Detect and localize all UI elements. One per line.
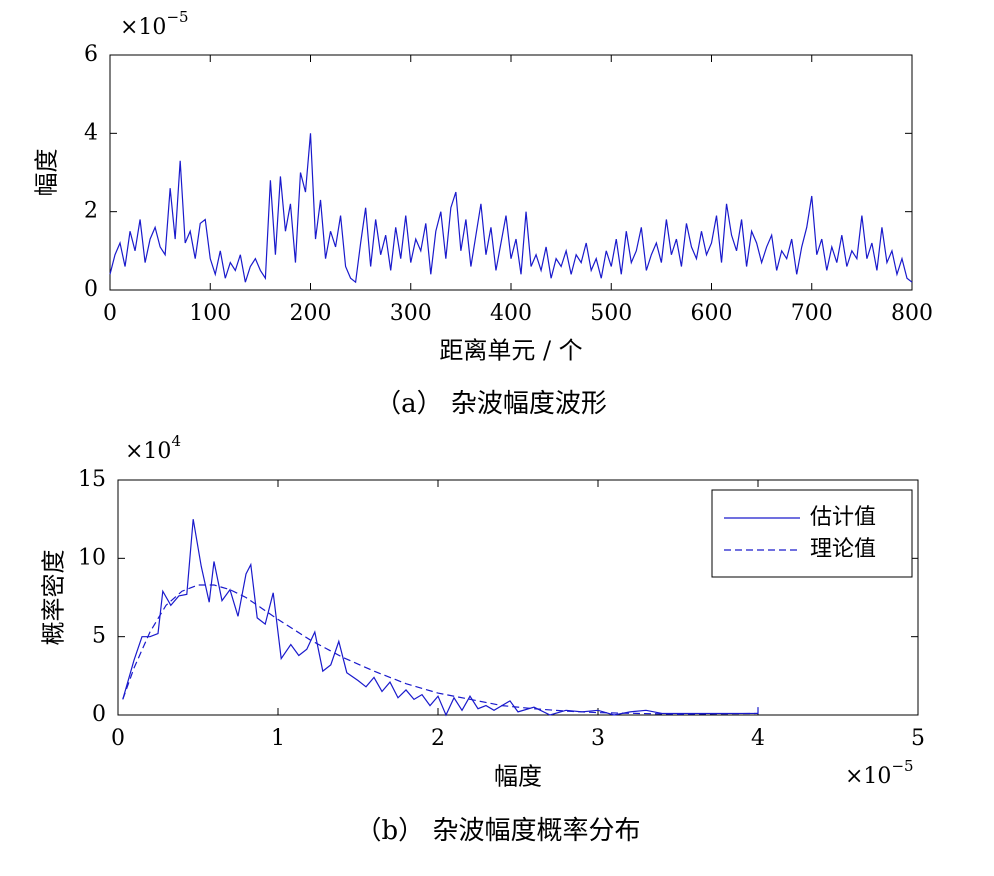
y-axis-label: 概率密度 — [40, 550, 68, 646]
axis-multiplier: ×10−5 — [120, 8, 189, 40]
caption: （b） 杂波幅度概率分布 — [356, 816, 641, 846]
x-tick-label: 500 — [590, 301, 632, 326]
x-axis-label: 距离单元 / 个 — [439, 337, 582, 365]
y-tick-label: 0 — [84, 277, 98, 302]
multiplier-exponent: −5 — [891, 757, 913, 775]
multiplier-base: ×10 — [125, 439, 171, 464]
x-tick-label: 400 — [490, 301, 532, 326]
x-tick-label: 200 — [290, 301, 332, 326]
x-tick-label: 600 — [691, 301, 733, 326]
x-tick-label: 300 — [390, 301, 432, 326]
axis-multiplier: ×104 — [125, 432, 181, 464]
x-tick-label: 700 — [791, 301, 833, 326]
y-tick-label: 2 — [84, 199, 98, 224]
x-tick-label: 5 — [911, 726, 925, 751]
legend-label: 估计值 — [810, 505, 876, 530]
x-tick-label: 4 — [751, 726, 765, 751]
x-tick-label: 1 — [271, 726, 285, 751]
data-line — [109, 133, 913, 284]
y-tick-label: 5 — [92, 624, 106, 649]
y-tick-label: 6 — [84, 42, 98, 67]
x-tick-label: 3 — [591, 726, 605, 751]
axis-multiplier: ×10−5 — [845, 757, 914, 789]
multiplier-base: ×10 — [120, 15, 166, 40]
x-tick-label: 800 — [891, 301, 933, 326]
multiplier-exponent: −5 — [166, 8, 188, 26]
plot-area — [117, 479, 919, 716]
x-tick-label: 0 — [103, 301, 117, 326]
data-line — [122, 519, 759, 717]
multiplier-base: ×10 — [845, 764, 891, 789]
y-tick-label: 0 — [92, 702, 106, 727]
y-tick-label: 10 — [78, 545, 106, 570]
legend-label: 理论值 — [810, 537, 876, 562]
x-tick-label: 100 — [189, 301, 231, 326]
x-axis-label: 幅度 — [494, 763, 542, 791]
y-tick-label: 4 — [84, 120, 98, 145]
x-tick-label: 0 — [111, 726, 125, 751]
y-tick-label: 15 — [78, 467, 106, 492]
x-tick-label: 2 — [431, 726, 445, 751]
y-axis-label: 幅度 — [33, 149, 61, 197]
legend-box — [711, 489, 913, 578]
data-line — [122, 584, 759, 715]
multiplier-exponent: 4 — [171, 432, 181, 450]
caption: （a） 杂波幅度波形 — [375, 389, 607, 419]
